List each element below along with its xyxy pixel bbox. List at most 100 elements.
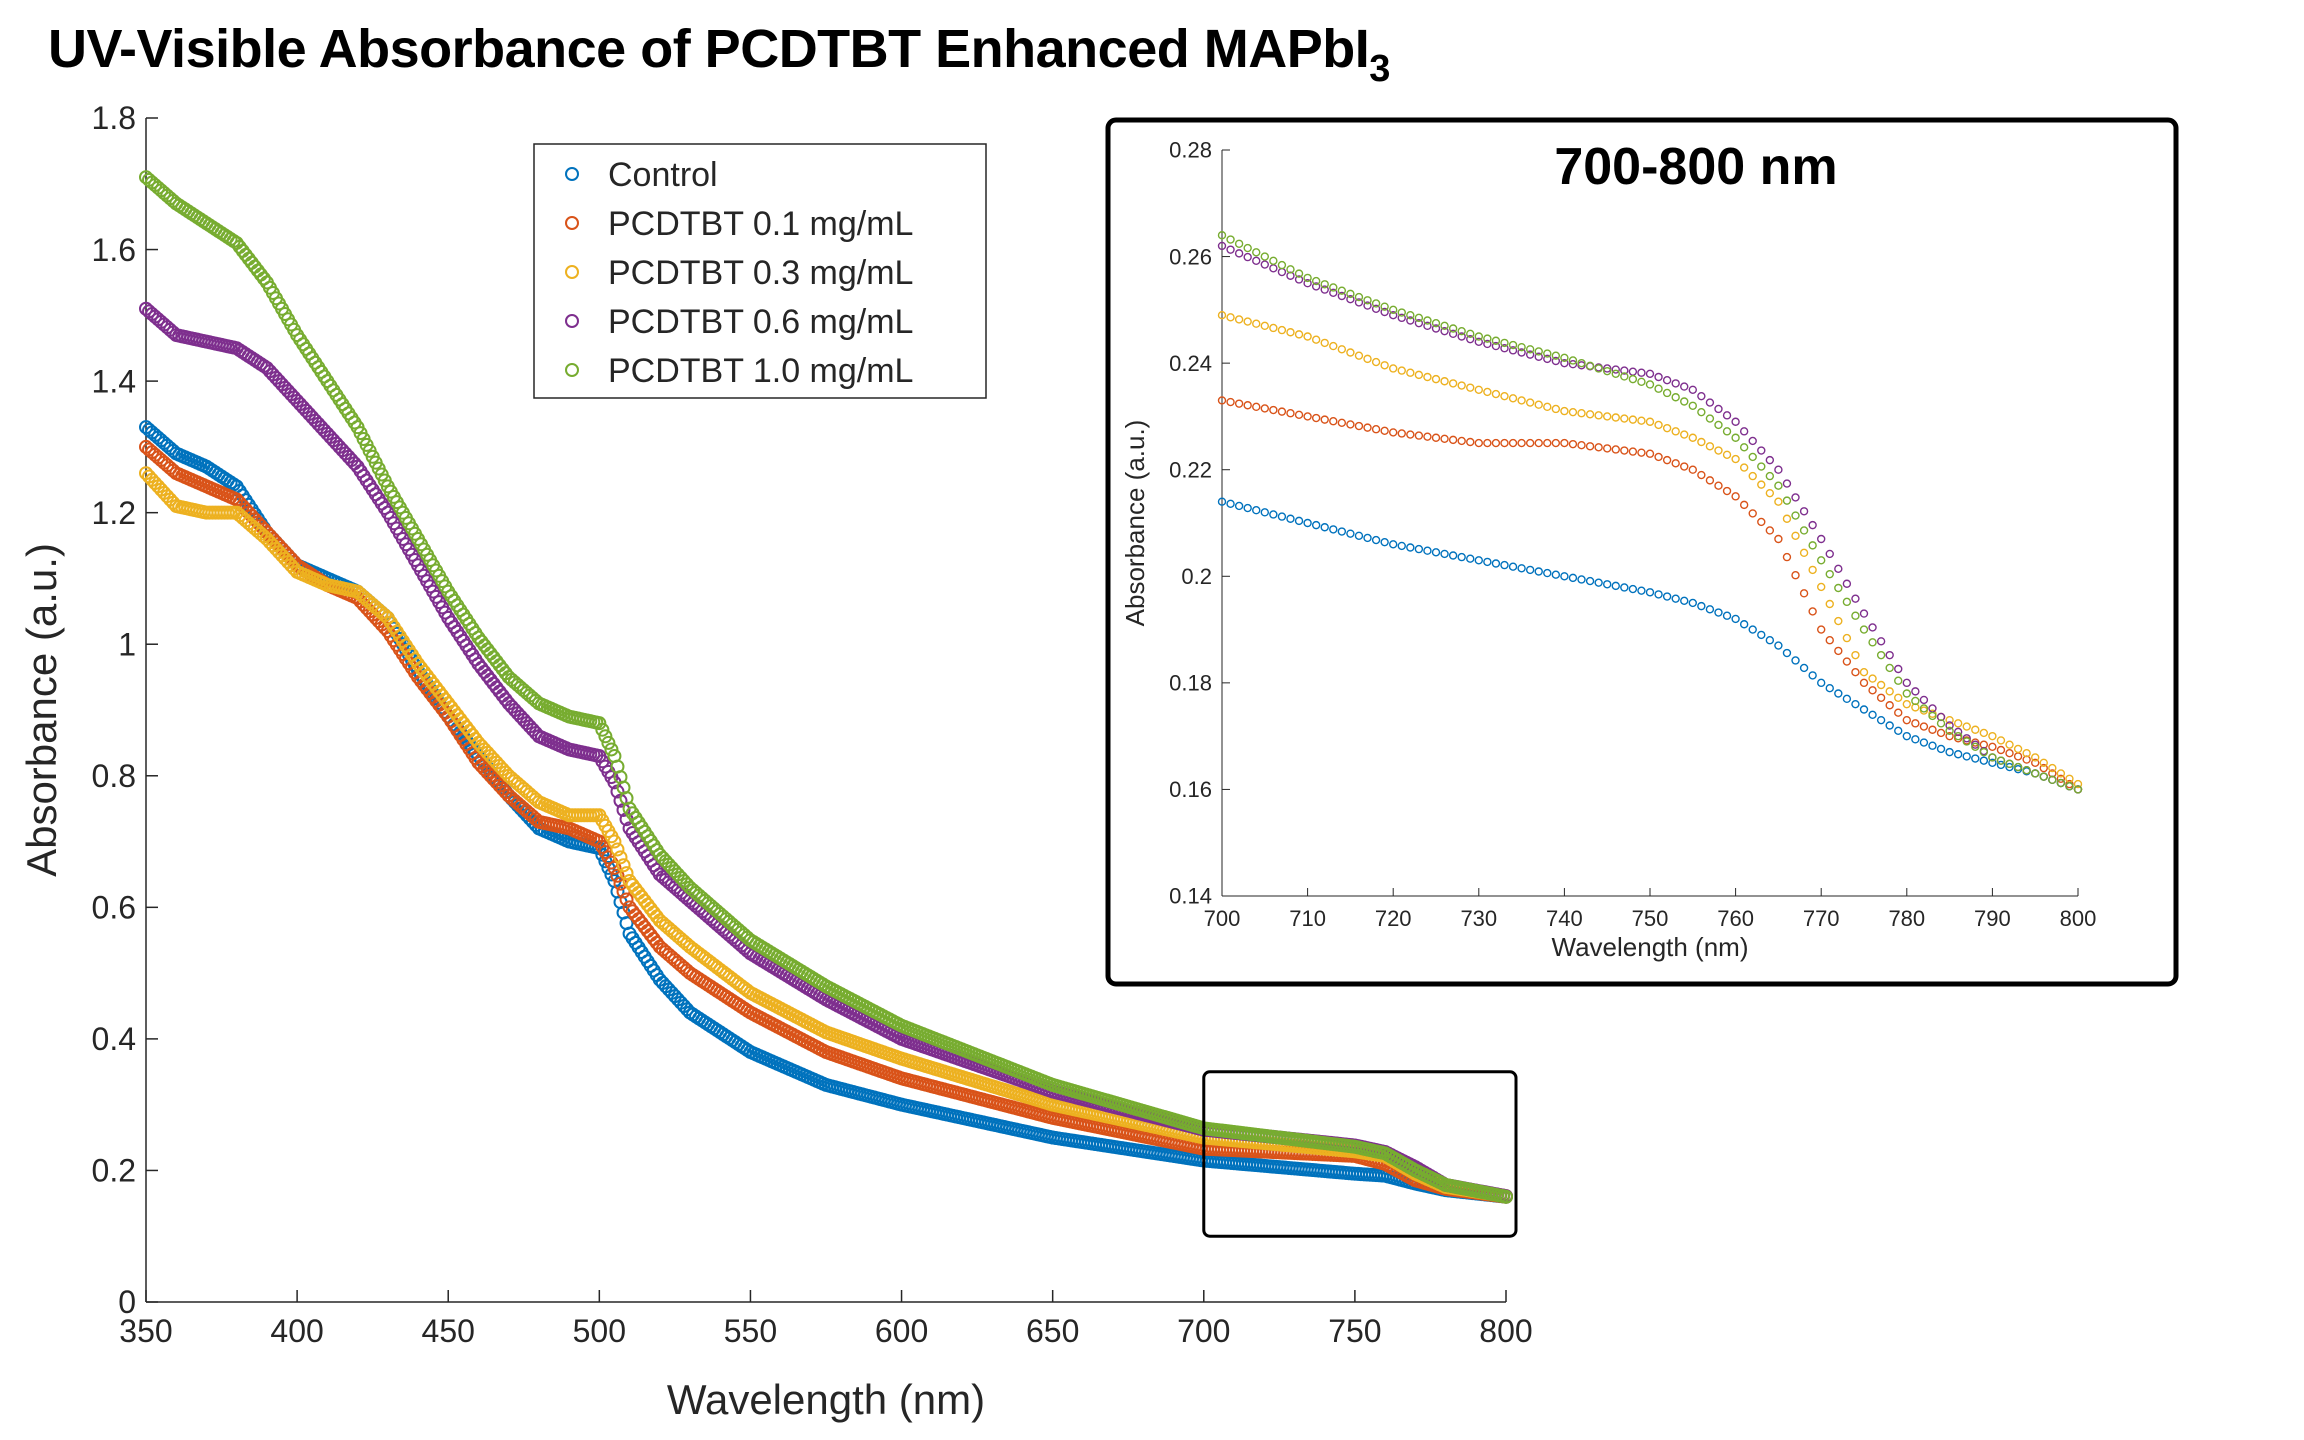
legend-label: PCDTBT 0.6 mg/mL [608, 303, 913, 341]
data-point [1757, 446, 1766, 455]
series-pcdtbt-1-0-mg-ml [139, 170, 1513, 1204]
x-tick-label: 800 [2060, 906, 2097, 931]
data-point [1260, 252, 1270, 261]
data-point [1388, 305, 1398, 315]
data-point [1448, 551, 1458, 560]
data-point [1816, 556, 1826, 565]
data-point [1551, 356, 1561, 366]
data-point [1928, 711, 1937, 721]
data-point [1842, 597, 1852, 607]
data-point [1859, 625, 1869, 634]
data-point [1371, 425, 1381, 434]
data-point [1491, 389, 1501, 399]
data-point [1859, 678, 1869, 688]
data-point [1842, 579, 1852, 588]
data-point [1346, 529, 1355, 538]
data-point [1260, 321, 1270, 331]
data-point [607, 834, 622, 849]
data-point [1774, 641, 1783, 650]
legend-label: Control [608, 156, 718, 194]
data-point [1474, 337, 1484, 347]
data-point [1757, 630, 1766, 640]
data-point [1560, 438, 1569, 448]
data-point [1936, 728, 1946, 738]
x-tick-label: 800 [1479, 1313, 1532, 1349]
data-point [1286, 409, 1295, 418]
main-plot: 350 400 450 500 550 600 650 700 750 800 0 0.2 0.4 0.6… [18, 100, 1533, 1423]
data-point [495, 688, 510, 703]
x-tick-label: 780 [1888, 906, 1925, 931]
data-point [1585, 361, 1595, 371]
data-point [1782, 496, 1792, 505]
data-point [634, 889, 649, 904]
data-point [1414, 544, 1424, 554]
data-point [1697, 470, 1706, 480]
data-point [1808, 520, 1817, 530]
data-point [1226, 397, 1235, 407]
data-point [1303, 412, 1312, 421]
data-point [1611, 445, 1620, 454]
data-point [1277, 512, 1287, 521]
data-point [1217, 310, 1227, 320]
x-tick-label: 550 [724, 1313, 777, 1349]
data-point [1474, 556, 1484, 565]
data-point [1226, 499, 1235, 509]
series-pcdtbt-1-0-mg-ml [1217, 231, 2083, 794]
data-point [1637, 377, 1646, 386]
data-point [1791, 493, 1800, 502]
data-point [1834, 616, 1843, 626]
data-point [1945, 721, 1954, 730]
data-point [1611, 369, 1620, 378]
data-point [2022, 748, 2031, 758]
data-point [1722, 411, 1732, 420]
data-point [1868, 686, 1877, 695]
legend-marker [565, 363, 579, 377]
data-point [643, 901, 658, 916]
data-point [1842, 657, 1852, 666]
data-point [477, 638, 492, 653]
data-point [2013, 744, 2023, 754]
data-point [1825, 549, 1834, 559]
data-point [631, 912, 646, 927]
data-point [1953, 731, 1963, 741]
data-point [1722, 427, 1732, 436]
data-point [1388, 428, 1398, 437]
data-point [1431, 548, 1441, 557]
data-point [1294, 410, 1304, 420]
data-point [1474, 438, 1484, 448]
data-point [595, 722, 610, 737]
data-point [1834, 583, 1843, 593]
data-point [1919, 738, 1929, 747]
data-point [1594, 364, 1603, 373]
data-point [1602, 364, 1612, 373]
data-point [1885, 721, 1894, 730]
data-point [1277, 260, 1287, 270]
data-point [1277, 407, 1287, 416]
data-point [1337, 291, 1347, 301]
data-point [1894, 693, 1903, 702]
data-point [1508, 340, 1518, 350]
data-point [1834, 689, 1843, 698]
data-point [1568, 407, 1578, 417]
data-point [619, 866, 634, 881]
data-point [1799, 526, 1809, 535]
data-point [1620, 372, 1629, 381]
data-point [592, 716, 607, 731]
data-point [1568, 573, 1578, 583]
data-point [1337, 286, 1347, 295]
data-point [1654, 452, 1663, 462]
data-point [1680, 596, 1689, 605]
data-point [1611, 365, 1620, 374]
data-point [247, 259, 262, 274]
data-point [1697, 437, 1706, 447]
data-point [1774, 534, 1783, 544]
data-point [1354, 351, 1364, 360]
data-point [1654, 384, 1663, 393]
data-point [628, 908, 643, 923]
x-tick-label: 700 [1177, 1313, 1230, 1349]
data-point [1680, 397, 1689, 406]
data-point [238, 247, 253, 262]
data-point [1979, 756, 1989, 765]
data-point [1311, 520, 1321, 530]
data-point [1688, 598, 1698, 608]
